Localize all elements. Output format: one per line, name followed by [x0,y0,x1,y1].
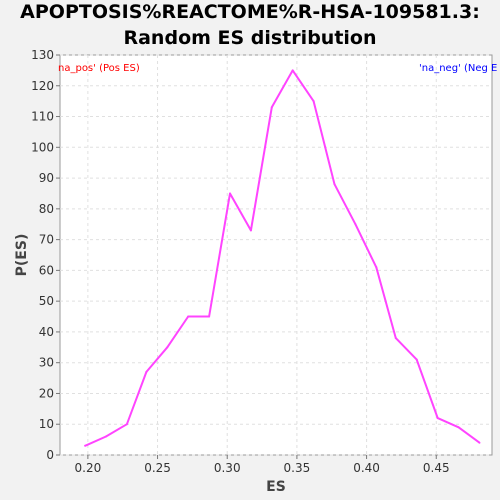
data-point [229,192,232,195]
data-point [145,370,148,373]
data-point [333,183,336,186]
data-point [249,229,252,232]
grid-layer [60,54,492,456]
y-tick-label: 110 [31,110,54,124]
y-tick-label: 50 [39,294,54,308]
data-point [436,417,439,420]
data-point [312,100,315,103]
x-tick-label: 0.30 [214,461,241,475]
data-point [375,266,378,269]
x-tick-label: 0.40 [353,461,380,475]
data-point [187,315,190,318]
data-point [208,315,211,318]
y-tick-label: 80 [39,202,54,216]
chart-title-line-2: Random ES distribution [123,27,377,49]
y-tick-label: 90 [39,171,54,185]
data-point [270,106,273,109]
data-point [478,441,481,444]
data-point [104,435,107,438]
data-point [415,358,418,361]
x-tick-label: 0.35 [284,461,311,475]
y-tick-label: 60 [39,263,54,277]
data-point [166,346,169,349]
y-tick-label: 100 [31,140,54,154]
y-tick-label: 10 [39,417,54,431]
pos-es-label: na_pos' (Pos ES) [58,63,140,74]
x-tick-label: 0.25 [144,461,171,475]
y-tick-label: 120 [31,79,54,93]
x-tick-label: 0.45 [423,461,450,475]
x-axis-label: ES [266,479,286,495]
y-tick-label: 130 [31,48,54,62]
chart-title-line-1: APOPTOSIS%REACTOME%R-HSA-109581.3: [20,1,480,23]
series-layer [84,69,481,447]
x-tick-label: 0.20 [75,461,102,475]
data-point [291,69,294,72]
data-point [457,426,460,429]
neg-es-label: 'na_neg' (Neg E [419,63,497,74]
data-point [84,444,87,447]
y-tick-label: 70 [39,233,54,247]
y-axis-label: P(ES) [14,234,30,277]
plot-area [59,54,493,456]
data-point [394,337,397,340]
series-line [84,69,481,447]
y-tick-label: 40 [39,325,54,339]
data-point [125,423,128,426]
y-tick-label: 30 [39,356,54,370]
tick-layer: 0 10 20 30 40 50 60 70 80 90 100 110 120 130 0.20 0.25 0… [31,48,450,475]
y-tick-label: 20 [39,386,54,400]
y-tick-label: 0 [46,448,54,462]
data-point [354,223,357,226]
